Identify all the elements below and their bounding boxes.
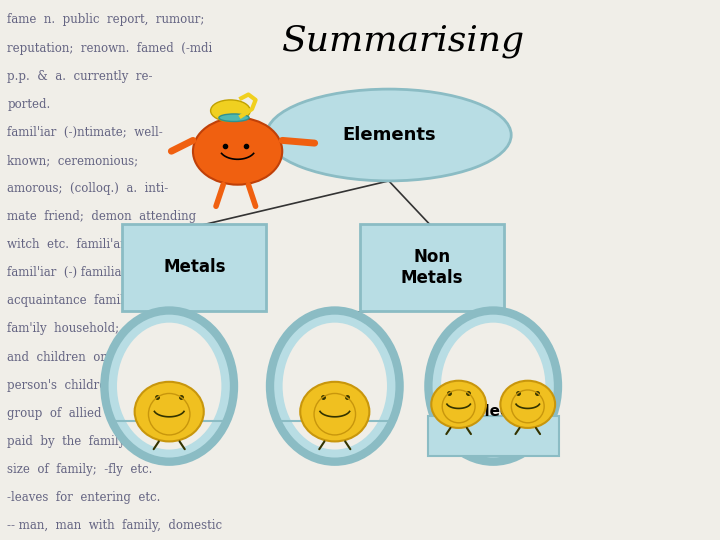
Text: famil'iar  (-)ntimate;  well-: famil'iar (-)ntimate; well- <box>7 126 163 139</box>
Text: paid  by  the  family  for  the: paid by the family for the <box>7 435 176 448</box>
Ellipse shape <box>500 381 555 428</box>
Text: group  of  allied  genera;  allow-ance,: group of allied genera; allow-ance, <box>7 407 230 420</box>
FancyBboxPatch shape <box>360 224 504 310</box>
Text: known;  ceremonious;: known; ceremonious; <box>7 154 138 167</box>
Ellipse shape <box>428 310 558 462</box>
Text: p.p.  &  a.  currently  re-: p.p. & a. currently re- <box>7 70 153 83</box>
Ellipse shape <box>266 89 511 181</box>
Text: witch  etc.  famili'ar-: witch etc. famili'ar- <box>7 238 130 251</box>
Text: Summarising: Summarising <box>282 24 525 58</box>
Text: acquaintance  famili'ar-: acquaintance famili'ar- <box>7 294 148 307</box>
Circle shape <box>193 118 282 185</box>
Text: Non
Metals: Non Metals <box>401 248 463 287</box>
Text: ported.: ported. <box>7 98 50 111</box>
Ellipse shape <box>104 310 234 462</box>
Text: Metals: Metals <box>163 258 225 276</box>
Text: amorous;  (colloq.)  a.  inti-: amorous; (colloq.) a. inti- <box>7 182 168 195</box>
Text: size  of  family;  -fly  etc.: size of family; -fly etc. <box>7 463 153 476</box>
Text: person's  children;  lineage,  race;: person's children; lineage, race; <box>7 379 210 392</box>
Ellipse shape <box>210 100 251 122</box>
Text: Atoms: Atoms <box>301 404 356 419</box>
Text: mate  friend;  demon  attending: mate friend; demon attending <box>7 210 197 223</box>
Text: reputation;  renown.  famed  (-mdi: reputation; renown. famed (-mdi <box>7 42 212 55</box>
Ellipse shape <box>270 310 400 462</box>
Ellipse shape <box>135 382 204 441</box>
Ellipse shape <box>431 381 486 428</box>
FancyBboxPatch shape <box>428 416 559 456</box>
Text: and  children  or  of  relations;: and children or of relations; <box>7 350 189 363</box>
Text: Molecules: Molecules <box>459 404 545 419</box>
Text: Elements: Elements <box>342 126 436 144</box>
Text: -leaves  for  entering  etc.: -leaves for entering etc. <box>7 491 161 504</box>
Ellipse shape <box>117 323 222 449</box>
Text: -- man,  man  with  family,  domestic: -- man, man with family, domestic <box>7 519 222 532</box>
Text: fame  n.  public  report,  rumour;: fame n. public report, rumour; <box>7 14 204 26</box>
Text: famil'iar  (-) familiar;: famil'iar (-) familiar; <box>7 266 131 279</box>
FancyBboxPatch shape <box>122 224 266 310</box>
Ellipse shape <box>300 382 369 441</box>
Ellipse shape <box>219 114 249 122</box>
Text: fam'ily  household;  of  parents: fam'ily household; of parents <box>7 322 191 335</box>
Ellipse shape <box>441 323 546 449</box>
Text: Atoms: Atoms <box>135 404 190 419</box>
Ellipse shape <box>283 323 387 449</box>
